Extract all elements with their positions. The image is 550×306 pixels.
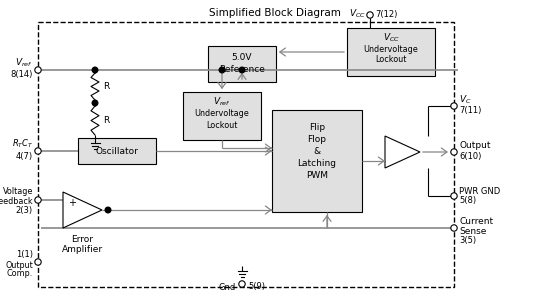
Text: Undervoltage: Undervoltage [364, 44, 419, 54]
Circle shape [367, 12, 373, 18]
Text: R: R [103, 116, 109, 125]
Text: 7(11): 7(11) [459, 106, 481, 115]
Circle shape [35, 67, 41, 73]
Text: Undervoltage: Undervoltage [195, 110, 249, 118]
Text: Feedback: Feedback [0, 196, 33, 206]
Bar [38, 22, 454, 287]
Text: Lockout: Lockout [375, 54, 406, 64]
Circle shape [92, 67, 98, 73]
Text: $V_{ref}$: $V_{ref}$ [213, 96, 231, 108]
Circle shape [451, 193, 457, 199]
Text: 4(7): 4(7) [16, 151, 33, 161]
Text: Flop: Flop [307, 135, 327, 144]
Circle shape [92, 100, 98, 106]
Text: 7(12): 7(12) [375, 10, 397, 20]
Circle shape [239, 281, 245, 287]
Text: PWM: PWM [306, 170, 328, 180]
Bar [78, 138, 156, 164]
Text: Lockout: Lockout [206, 121, 238, 129]
Bar [347, 28, 435, 76]
Text: Voltage: Voltage [3, 188, 33, 196]
Text: Reference: Reference [219, 65, 265, 73]
Text: $V_{CC}$: $V_{CC}$ [349, 8, 366, 20]
Text: &: & [314, 147, 321, 155]
Circle shape [35, 259, 41, 265]
Text: +: + [68, 198, 76, 208]
Text: Output: Output [6, 260, 33, 270]
Circle shape [451, 225, 457, 231]
Text: Amplifier: Amplifier [62, 244, 102, 253]
Text: $V_{ref}$: $V_{ref}$ [15, 57, 33, 69]
Circle shape [105, 207, 111, 213]
Text: Sense: Sense [459, 226, 486, 236]
Text: 1(1): 1(1) [16, 251, 33, 259]
Circle shape [451, 149, 457, 155]
Text: Comp.: Comp. [7, 268, 33, 278]
Text: 6(10): 6(10) [459, 152, 481, 162]
Circle shape [239, 67, 245, 73]
Text: $V_{CC}$: $V_{CC}$ [382, 32, 399, 44]
Text: $R_TC_T$: $R_TC_T$ [12, 138, 33, 150]
Circle shape [35, 148, 41, 154]
Text: 8(14): 8(14) [10, 70, 33, 80]
Text: PWR GND: PWR GND [459, 186, 501, 196]
Text: R: R [103, 82, 109, 91]
Circle shape [451, 103, 457, 109]
Text: $V_C$: $V_C$ [459, 94, 471, 106]
Text: Flip: Flip [309, 124, 325, 132]
Text: Oscillator: Oscillator [96, 147, 139, 155]
Bar [208, 46, 276, 82]
Text: 2(3): 2(3) [16, 206, 33, 215]
Circle shape [35, 197, 41, 203]
Text: Gnd: Gnd [219, 282, 236, 292]
Text: Current: Current [459, 217, 493, 226]
Text: 5(8): 5(8) [459, 196, 476, 206]
Bar [272, 110, 362, 212]
Text: Output: Output [459, 141, 491, 151]
Text: Error: Error [71, 236, 93, 244]
Text: 5(9): 5(9) [248, 282, 265, 292]
Text: 5.0V: 5.0V [232, 53, 252, 62]
Circle shape [219, 67, 225, 73]
Text: Latching: Latching [298, 159, 337, 167]
Bar [183, 92, 261, 140]
Text: Simplified Block Diagram: Simplified Block Diagram [209, 8, 341, 18]
Text: 3(5): 3(5) [459, 237, 476, 245]
